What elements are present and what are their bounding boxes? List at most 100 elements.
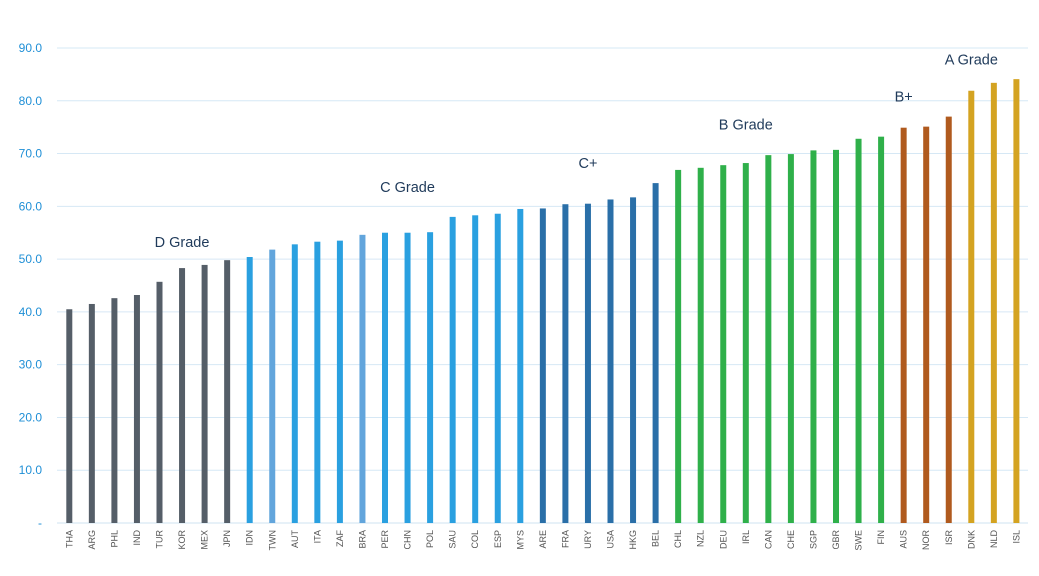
x-tick-label: URY [583,530,593,549]
grade-annotations: D Grade C Grade C+ B Grade B+ A Grade [155,52,998,251]
bar-aut [291,244,298,524]
x-tick-label: AUS [899,530,909,549]
x-tick-label: SAU [448,530,458,549]
bar-tur [156,281,163,523]
x-tick-label: HKG [628,530,638,550]
x-tick-label: KOR [177,530,187,550]
bar-chn [404,232,411,523]
x-tick-label: IND [132,530,142,546]
bar-irl [742,163,749,524]
bar-twn [269,249,276,523]
bar-deu [720,165,727,523]
x-tick-label: ISL [1011,530,1021,544]
x-tick-label: ISR [944,530,954,546]
grade-label: C Grade [380,180,435,196]
x-tick-label: POL [425,530,435,548]
bar-per [382,232,388,523]
x-tick-label: CHN [403,530,413,550]
bar-isl [1013,79,1020,523]
bar-aus [900,127,907,523]
x-tick-label: TWN [267,530,277,551]
x-tick-label: ESP [493,530,503,548]
x-axis-tick-labels: THA ARG PHL IND TUR KOR MEX JPN IDN TWN AUT ITA ZAF B… [64,529,1021,550]
y-tick-label: 60.0 [19,199,43,213]
x-tick-label: MYS [515,530,525,550]
x-tick-label: CAN [763,530,773,549]
bar-hkg [630,197,637,523]
y-tick-label: 70.0 [19,147,43,161]
x-tick-label: JPN [222,530,232,547]
x-tick-label: THA [64,530,74,548]
x-tick-label: NZL [696,530,706,547]
x-tick-label: ARG [87,530,97,550]
x-tick-label: ZAF [335,529,345,547]
y-tick-label: 10.0 [19,463,43,477]
grade-label: D Grade [155,235,210,251]
x-tick-label: PER [380,530,390,549]
bar-jpn [224,260,231,523]
x-tick-label: FIN [876,530,886,545]
bar-sgp [810,150,817,523]
bar-are [539,208,546,523]
y-tick-label: 90.0 [19,41,43,55]
y-tick-label: 80.0 [19,94,43,108]
bar-chl [675,169,682,523]
grade-label: B+ [895,89,913,105]
bar-ury [584,203,591,523]
x-tick-label: USA [606,530,616,549]
bar-fra [562,204,569,523]
bar-sau [449,216,456,523]
y-tick-label: 30.0 [19,358,43,372]
x-tick-label: MEX [200,530,210,550]
bar-bel [652,183,659,523]
bar-usa [607,199,614,523]
x-tick-label: DNK [966,530,976,549]
bar-swe [855,138,862,523]
x-tick-label: CHL [673,530,683,548]
bar-tha [66,309,73,523]
x-tick-label: ARE [538,530,548,549]
bar-isr [945,116,952,523]
x-tick-label: CHE [786,530,796,549]
y-tick-label: 40.0 [19,305,43,319]
x-tick-label: PHL [109,530,119,548]
grade-label: B Grade [719,117,773,133]
bar-esp [494,213,501,523]
bar-kor [179,268,186,523]
bar-nld [990,82,997,523]
bar-bra [359,234,366,524]
bar-che [787,154,794,524]
bar-idn [246,257,253,523]
x-tick-label: NLD [989,530,999,549]
y-tick-label: 50.0 [19,252,43,266]
bar-zaf [336,240,343,523]
bar-ind [133,295,140,523]
x-tick-label: SWE [854,530,864,551]
bar-gbr [833,149,839,523]
bar-dnk [968,90,975,523]
x-tick-label: AUT [290,529,300,548]
x-tick-label: IRL [741,530,751,544]
x-tick-label: FRA [560,530,570,548]
y-tick-label: 20.0 [19,410,43,424]
bar-col [472,215,479,524]
bar-pol [427,232,434,523]
bar-fin [878,136,885,523]
y-axis-tick-labels: - 10.0 20.0 30.0 40.0 50.0 60.0 70.0 80.0 90.0 [19,41,43,530]
x-tick-label: SGP [808,530,818,549]
x-tick-label: TUR [155,530,165,549]
x-tick-label: IDN [245,530,255,546]
bar-mys [517,208,524,523]
x-tick-label: DEU [718,530,728,549]
x-tick-label: BEL [651,530,661,547]
x-tick-label: GBR [831,530,841,550]
bar-mex [201,264,208,523]
bar-arg [88,303,95,523]
grade-label: A Grade [945,52,998,68]
bars [66,79,1020,524]
bar-can [765,155,772,523]
y-tick-label: - [38,516,42,530]
x-tick-label: BRA [357,530,367,549]
x-tick-label: NOR [921,530,931,551]
